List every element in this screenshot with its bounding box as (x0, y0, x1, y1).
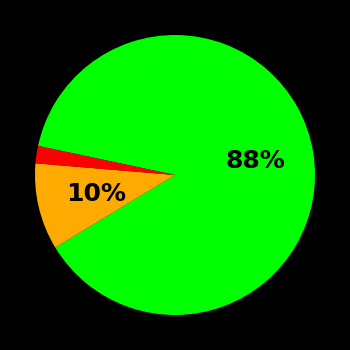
Wedge shape (38, 35, 315, 315)
Wedge shape (35, 163, 175, 247)
Text: 88%: 88% (225, 149, 285, 174)
Wedge shape (35, 146, 175, 175)
Text: 10%: 10% (66, 182, 126, 205)
